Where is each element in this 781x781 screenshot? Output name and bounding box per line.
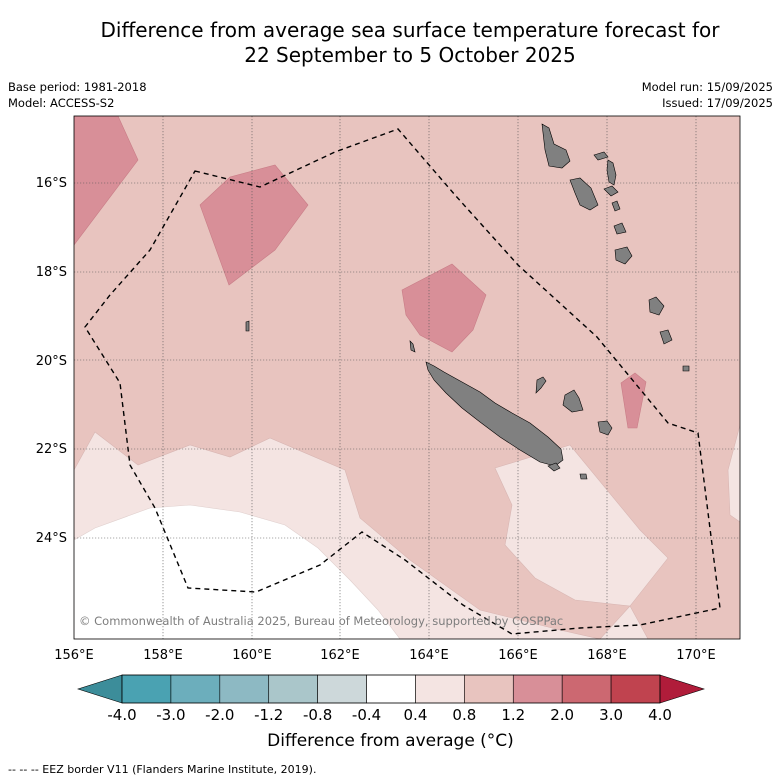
lat-label-18s: 18°S bbox=[36, 265, 67, 280]
map-frame-area bbox=[74, 116, 740, 639]
anomaly-fill-1.2-2.0-north bbox=[199, 164, 309, 286]
eez-legend-note: -- -- -- EEZ border V11 (Flanders Marine… bbox=[8, 763, 317, 776]
ambae-island bbox=[593, 151, 609, 161]
lon-labels: 156°E 158°E 160°E 162°E 164°E 166°E 168°… bbox=[54, 648, 716, 663]
lat-label-20s: 20°S bbox=[36, 354, 67, 369]
eez-border bbox=[84, 128, 721, 635]
colorbar-tick-label: -3.0 bbox=[156, 706, 185, 724]
colorbar-segment bbox=[561, 674, 612, 704]
land bbox=[245, 123, 690, 480]
issued-date: Issued: 17/09/2025 bbox=[662, 96, 773, 110]
new-caledonia-island bbox=[425, 361, 564, 467]
isle-of-pines-island bbox=[547, 462, 561, 472]
colorbar-segment bbox=[317, 674, 367, 704]
colorbar-tick-label: 0.4 bbox=[404, 706, 428, 724]
efate-island bbox=[613, 222, 627, 235]
colorbar-tick-label: 0.8 bbox=[452, 706, 476, 724]
lon-label-160e: 160°E bbox=[232, 648, 272, 663]
lat-label-16s: 16°S bbox=[36, 176, 67, 191]
epi-island bbox=[611, 200, 621, 212]
colorbar-title: Difference from average (°C) bbox=[267, 731, 514, 751]
lon-label-162e: 162°E bbox=[320, 648, 360, 663]
map-frame bbox=[73, 115, 741, 640]
meta-right: Model run: 15/09/2025 Issued: 17/09/2025 bbox=[642, 79, 773, 111]
loyalty-islands-lifou bbox=[562, 389, 584, 413]
colorbar: -4.0 -3.0 -2.0 -1.2 -0.8 -0.4 0.4 0.8 1.2 2.0 3.0 4… bbox=[77, 674, 705, 724]
colorbar-under-arrow bbox=[77, 674, 123, 704]
model-run: Model run: 15/09/2025 bbox=[641, 80, 773, 94]
colorbar-tick-label: 2.0 bbox=[550, 706, 574, 724]
lat-labels: 16°S 18°S 20°S 22°S 24°S bbox=[36, 176, 67, 546]
erromango-island bbox=[614, 246, 633, 265]
colorbar-tick-label: 3.0 bbox=[599, 706, 623, 724]
colorbar-tick-label: -1.2 bbox=[254, 706, 283, 724]
tanna-island bbox=[648, 296, 665, 316]
anomaly-fill-0.4-0.8-southeast bbox=[494, 444, 669, 607]
espiritu-santo-island bbox=[541, 123, 571, 169]
colorbar-segment bbox=[512, 674, 563, 704]
meta-left: Base period: 1981-2018 Model: ACCESS-S2 bbox=[8, 79, 147, 111]
colorbar-tick-label: -2.0 bbox=[205, 706, 234, 724]
belep-islands bbox=[409, 340, 416, 353]
lon-label-158e: 158°E bbox=[143, 648, 183, 663]
colorbar-segment bbox=[610, 674, 661, 704]
malakula-island bbox=[569, 177, 599, 211]
loyalty-islands-mare bbox=[597, 420, 613, 436]
colorbar-tick-labels: -4.0 -3.0 -2.0 -1.2 -0.8 -0.4 0.4 0.8 1.2 2.0 3.0 4… bbox=[107, 706, 672, 724]
colorbar-tick-label: 1.2 bbox=[501, 706, 525, 724]
colorbar-segment bbox=[415, 674, 465, 704]
colorbar-segment bbox=[219, 674, 270, 704]
colorbar-tick-label: -0.8 bbox=[303, 706, 332, 724]
anomaly-fill-neutral bbox=[74, 504, 401, 639]
matthew-island bbox=[682, 365, 690, 372]
colorbar-segment bbox=[464, 674, 514, 704]
anomaly-fill-0.4-0.8-lower-right bbox=[599, 605, 649, 639]
walpole-island bbox=[579, 473, 588, 480]
gridlines bbox=[74, 116, 740, 639]
pentecost-island bbox=[606, 159, 617, 186]
colorbar-segment bbox=[366, 674, 416, 704]
colorbar-segment bbox=[121, 674, 172, 704]
lon-label-156e: 156°E bbox=[54, 648, 94, 663]
aneityum-island bbox=[659, 329, 673, 345]
colorbar-tick-label: -0.4 bbox=[352, 706, 381, 724]
copyright-note: © Commonwealth of Australia 2025, Bureau… bbox=[79, 614, 564, 628]
lon-label-168e: 168°E bbox=[587, 648, 627, 663]
lat-label-22s: 22°S bbox=[36, 442, 67, 457]
chesterfield-island bbox=[245, 320, 250, 332]
colorbar-outline bbox=[121, 674, 661, 704]
colorbar-segments bbox=[121, 674, 661, 704]
anomaly-fill-1.2-2.0-east bbox=[620, 372, 647, 429]
lon-label-170e: 170°E bbox=[676, 648, 716, 663]
anomaly-fill-1.2-2.0-northwest bbox=[74, 116, 139, 246]
anomaly-fill-1.2-2.0-central bbox=[401, 263, 487, 353]
loyalty-islands-ouvea bbox=[535, 376, 547, 394]
model-name: Model: ACCESS-S2 bbox=[8, 96, 115, 110]
lat-label-24s: 24°S bbox=[36, 531, 67, 546]
base-period: Base period: 1981-2018 bbox=[8, 80, 147, 94]
ambrym-island bbox=[603, 185, 619, 197]
colorbar-over-arrow bbox=[659, 674, 705, 704]
colorbar-segment bbox=[268, 674, 318, 704]
colorbar-tick-label: -4.0 bbox=[107, 706, 136, 724]
colorbar-tick-label: 4.0 bbox=[648, 706, 672, 724]
lon-label-164e: 164°E bbox=[409, 648, 449, 663]
lon-label-166e: 166°E bbox=[498, 648, 538, 663]
colorbar-segment bbox=[170, 674, 221, 704]
map-title: Difference from average sea surface temp… bbox=[100, 18, 720, 67]
